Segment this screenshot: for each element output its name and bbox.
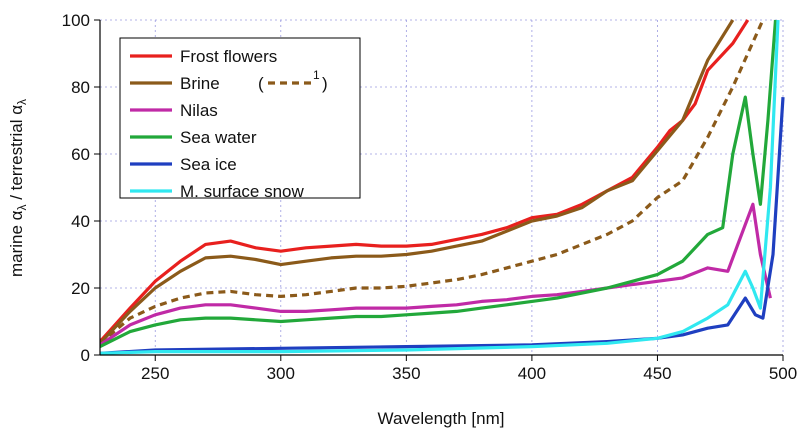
legend bbox=[119, 37, 361, 199]
series-line bbox=[100, 19, 780, 355]
legend-bracket: ( bbox=[258, 74, 264, 93]
series-line bbox=[100, 19, 735, 345]
y-label-part: / terrestrial α bbox=[7, 105, 26, 205]
x-tick-label: 450 bbox=[643, 364, 671, 383]
legend-label: Sea water bbox=[180, 128, 257, 147]
y-tick-label: 0 bbox=[81, 346, 90, 365]
series-line bbox=[100, 19, 750, 343]
series-line bbox=[100, 19, 765, 345]
legend-label: Sea ice bbox=[180, 155, 237, 174]
y-tick-label: 80 bbox=[71, 78, 90, 97]
y-axis-label: marine αλ / terrestrial αλ bbox=[7, 99, 29, 277]
x-tick-label: 500 bbox=[769, 364, 797, 383]
series-line bbox=[100, 19, 778, 349]
y-label-sub: λ bbox=[15, 99, 29, 105]
legend-label: Nilas bbox=[180, 101, 218, 120]
x-axis-label: Wavelength [nm] bbox=[378, 409, 505, 428]
legend-label: Brine bbox=[180, 74, 220, 93]
legend-label: M. surface snow bbox=[180, 182, 304, 201]
series-line bbox=[100, 96, 785, 355]
x-tick-label: 250 bbox=[141, 364, 169, 383]
y-label-part: marine α bbox=[7, 210, 26, 277]
series-line bbox=[100, 202, 772, 347]
x-tick-label: 300 bbox=[267, 364, 295, 383]
x-tick-label: 400 bbox=[518, 364, 546, 383]
y-tick-label: 40 bbox=[71, 212, 90, 231]
lines bbox=[100, 19, 785, 355]
legend-entries: Frost flowers Brine (1) Nilas Sea water Sea i… bbox=[130, 47, 328, 201]
legend-label: 1 bbox=[313, 68, 320, 82]
legend-label: Frost flowers bbox=[180, 47, 277, 66]
y-label-sub: λ bbox=[15, 205, 29, 211]
legend-bracket: ) bbox=[322, 74, 328, 93]
x-tick-label: 350 bbox=[392, 364, 420, 383]
y-tick-label: 60 bbox=[71, 145, 90, 164]
y-tick-label: 20 bbox=[71, 279, 90, 298]
y-tick-label: 100 bbox=[62, 11, 90, 30]
